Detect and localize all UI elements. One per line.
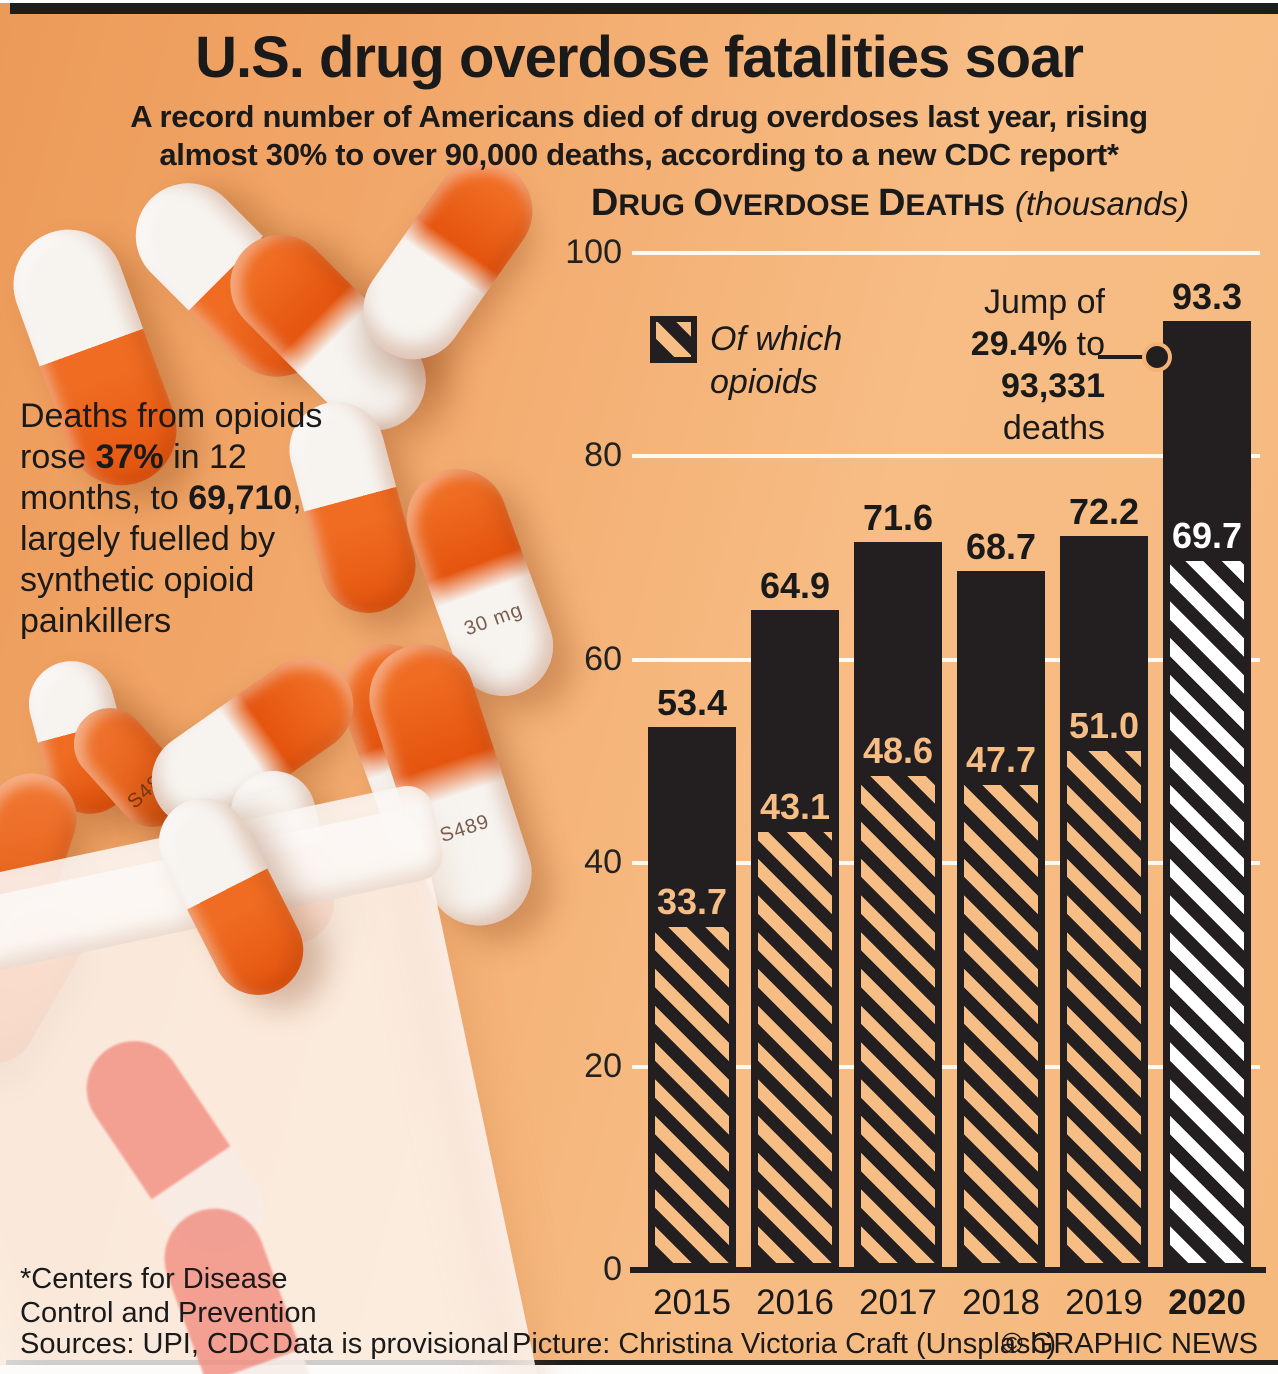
jump-annotation: Jump of 29.4% to 93,331 deaths <box>805 281 1105 449</box>
bar-total-2017 <box>854 541 942 1270</box>
bar-opioids-2020 <box>1170 561 1244 1263</box>
footnote: *Centers for Disease Control and Prevent… <box>20 1262 317 1330</box>
bar-value-opioids-2016: 43.1 <box>759 785 831 827</box>
bar-opioids-2016 <box>758 831 832 1263</box>
legend-hatch-swatch-icon <box>650 316 697 363</box>
copyright: © GRAPHIC NEWS <box>1001 1328 1258 1360</box>
picture-credit: Picture: Christina Victoria Craft (Unspl… <box>512 1328 1057 1360</box>
x-tick-label-2015: 2015 <box>653 1283 731 1322</box>
chart-title-cap: O <box>693 182 723 224</box>
annotation-line1: Jump of <box>984 283 1105 321</box>
bottom-rule <box>6 1360 1278 1365</box>
bar-total-2015 <box>648 726 736 1270</box>
footnote-line1: *Centers for Disease <box>20 1263 288 1295</box>
bar-value-opioids-2019: 51.0 <box>1068 705 1140 747</box>
bar-value-total-2016: 64.9 <box>759 564 831 606</box>
bar-total-2019 <box>1060 535 1148 1270</box>
bar-value-opioids-2020: 69.7 <box>1171 515 1243 557</box>
annotation-line4: deaths <box>1002 409 1105 447</box>
y-tick-label-60: 60 <box>584 639 622 678</box>
legend-label-line2: opioids <box>710 363 818 401</box>
x-axis-line <box>630 1267 1266 1273</box>
bar-value-total-2019: 72.2 <box>1068 490 1140 532</box>
hatch-pattern <box>656 322 691 357</box>
page-title: U.S. drug overdose fatalities soar <box>195 25 1084 90</box>
side-note-run: 37% <box>95 438 164 476</box>
chart-unit-label: (thousands) <box>1014 185 1190 222</box>
chart-title-caps: RUG <box>618 189 694 222</box>
x-tick-label-2016: 2016 <box>756 1283 834 1322</box>
top-white-edge <box>0 0 1278 3</box>
bar-value-total-2018: 68.7 <box>965 526 1037 568</box>
x-tick-label-2019: 2019 <box>1065 1283 1143 1322</box>
footnote-line2: Control and Prevention <box>20 1297 317 1329</box>
x-tick-label-2017: 2017 <box>859 1283 937 1322</box>
bar-opioids-2018 <box>964 784 1038 1263</box>
gridline-100 <box>632 251 1260 255</box>
legend-label-line1: Of which <box>710 320 843 358</box>
side-note: Deaths from opioids rose 37% in 12 month… <box>20 396 350 642</box>
bar-value-total-2017: 71.6 <box>862 496 934 538</box>
bar-total-2018 <box>957 571 1045 1270</box>
annotation-pct: 29.4% <box>970 325 1068 363</box>
gridline-40 <box>632 861 1260 866</box>
bar-value-opioids-2017: 48.6 <box>862 729 934 771</box>
subtitle-line-1: A record number of Americans died of dru… <box>130 99 1148 134</box>
y-tick-label-100: 100 <box>565 233 622 271</box>
legend-label: Of which opioids <box>710 318 842 404</box>
bar-value-total-2020: 93.3 <box>1171 276 1243 318</box>
callout-line <box>1098 355 1148 359</box>
y-tick-label-40: 40 <box>584 843 622 882</box>
provisional-text: Data is provisional <box>272 1328 509 1360</box>
bar-opioids-2015 <box>655 927 729 1263</box>
bar-opioids-2017 <box>861 775 935 1263</box>
y-tick-label-20: 20 <box>584 1046 622 1085</box>
annotation-total: 93,331 <box>1001 367 1105 405</box>
side-note-run: Deaths from opioids rose <box>20 397 323 476</box>
bottom-white-edge <box>0 1365 1278 1374</box>
chart-title-cap: D <box>877 182 906 224</box>
capsule-marking-text: 30 mg <box>461 598 526 641</box>
chart-title-cap: D <box>590 182 619 224</box>
bar-opioids-2019 <box>1067 751 1141 1263</box>
y-tick-label-80: 80 <box>584 436 622 475</box>
bar-value-opioids-2015: 33.7 <box>656 881 728 923</box>
callout-dot-icon <box>1146 346 1168 368</box>
x-tick-label-2020: 2020 <box>1168 1283 1246 1322</box>
chart-title-caps: VERDOSE <box>722 189 878 222</box>
chart-title-caps: EATHS <box>905 189 1005 222</box>
bar-total-2016 <box>751 609 839 1270</box>
sources-text: Sources: UPI, CDC <box>20 1328 270 1360</box>
side-note-run: in 12 months, to <box>20 438 247 517</box>
side-note-run: 69,710 <box>188 479 293 517</box>
bar-value-opioids-2018: 47.7 <box>965 738 1037 780</box>
subtitle-line-2: almost 30% to over 90,000 deaths, accord… <box>159 137 1119 172</box>
chart-title: DRUG OVERDOSE DEATHS (thousands) <box>540 182 1240 225</box>
side-note-run: , largely fuelled by synthetic opioid pa… <box>20 479 302 640</box>
y-tick-label-0: 0 <box>603 1250 622 1288</box>
gridline-20 <box>632 1064 1260 1069</box>
bar-value-total-2015: 53.4 <box>656 681 728 723</box>
annotation-line2: 29.4% to <box>805 323 1105 365</box>
top-rule <box>10 3 1278 14</box>
gridline-60 <box>632 657 1260 662</box>
gridline-80 <box>632 454 1260 459</box>
bar-total-2020 <box>1163 321 1251 1270</box>
pills-photo: 30 mg S489 S489 <box>0 141 568 1374</box>
x-tick-label-2018: 2018 <box>962 1283 1040 1322</box>
